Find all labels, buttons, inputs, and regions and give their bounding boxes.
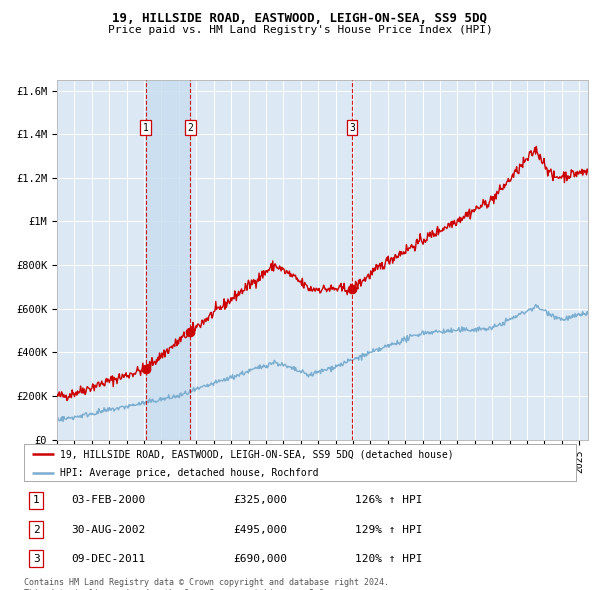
Text: HPI: Average price, detached house, Rochford: HPI: Average price, detached house, Roch… <box>60 468 319 478</box>
Text: £325,000: £325,000 <box>234 495 288 505</box>
Text: £495,000: £495,000 <box>234 525 288 535</box>
Text: 1: 1 <box>143 123 149 133</box>
Text: 120% ↑ HPI: 120% ↑ HPI <box>355 554 422 564</box>
Text: 19, HILLSIDE ROAD, EASTWOOD, LEIGH-ON-SEA, SS9 5DQ (detached house): 19, HILLSIDE ROAD, EASTWOOD, LEIGH-ON-SE… <box>60 449 454 459</box>
Text: £690,000: £690,000 <box>234 554 288 564</box>
Text: 3: 3 <box>33 554 40 564</box>
Text: 2: 2 <box>33 525 40 535</box>
Text: 2: 2 <box>187 123 193 133</box>
Text: Contains HM Land Registry data © Crown copyright and database right 2024.
This d: Contains HM Land Registry data © Crown c… <box>24 578 389 590</box>
Text: Price paid vs. HM Land Registry's House Price Index (HPI): Price paid vs. HM Land Registry's House … <box>107 25 493 35</box>
Bar <box>146 80 190 440</box>
Text: 129% ↑ HPI: 129% ↑ HPI <box>355 525 422 535</box>
Text: 1: 1 <box>33 495 40 505</box>
Text: 09-DEC-2011: 09-DEC-2011 <box>71 554 145 564</box>
Text: 126% ↑ HPI: 126% ↑ HPI <box>355 495 422 505</box>
Text: 3: 3 <box>349 123 355 133</box>
Text: 03-FEB-2000: 03-FEB-2000 <box>71 495 145 505</box>
Text: 30-AUG-2002: 30-AUG-2002 <box>71 525 145 535</box>
Text: 19, HILLSIDE ROAD, EASTWOOD, LEIGH-ON-SEA, SS9 5DQ: 19, HILLSIDE ROAD, EASTWOOD, LEIGH-ON-SE… <box>113 12 487 25</box>
